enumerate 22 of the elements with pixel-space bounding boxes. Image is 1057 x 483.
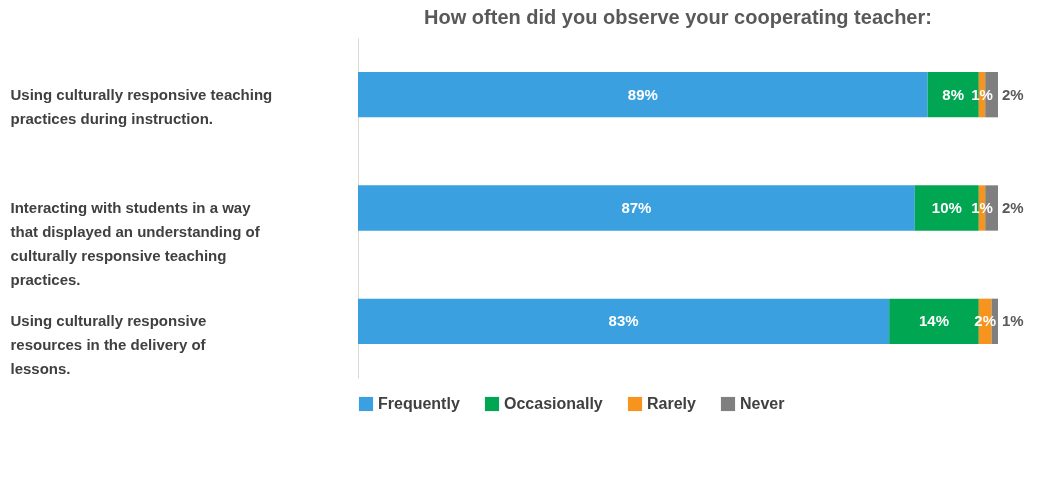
bar	[358, 185, 915, 231]
legend-label: Never	[740, 395, 785, 412]
data-label: 8%	[942, 85, 965, 103]
data-label: 14%	[918, 312, 950, 330]
y-tick-label: Using culturally responsive resources in the delivery of lessons.	[10, 312, 207, 378]
data-label: 89%	[627, 85, 658, 103]
legend-label: Frequently	[378, 395, 460, 412]
y-tick-label: Using culturally responsive teaching practices during instruction.	[10, 85, 273, 127]
chart-title: How often did you observe your cooperating teacher:	[424, 6, 932, 28]
data-label: 10%	[931, 199, 962, 216]
data-label: 2%	[1002, 85, 1024, 103]
data-label: 1%	[971, 199, 993, 216]
data-label: 87%	[621, 199, 652, 216]
bar	[358, 72, 928, 118]
bar	[358, 298, 890, 344]
legend-label: Occasionally	[504, 395, 603, 412]
data-label: 1%	[1002, 312, 1024, 330]
data-label: 83%	[608, 312, 639, 330]
data-label: 2%	[1002, 199, 1024, 216]
data-label: 1%	[971, 85, 993, 103]
y-tick-label: Interacting with students in a way that displayed an understanding of culturally responsive teaching practices.	[10, 199, 261, 288]
legend-label: Rarely	[647, 395, 697, 412]
